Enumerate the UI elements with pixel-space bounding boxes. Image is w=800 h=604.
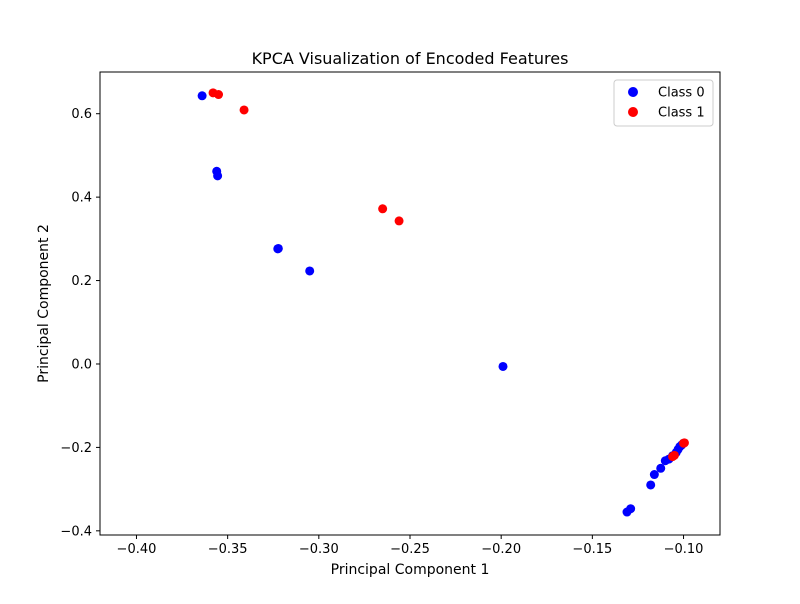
data-point-class-1 <box>378 204 388 214</box>
data-point-class-1 <box>669 450 679 460</box>
x-axis-ticks: −0.40 −0.35 −0.30 −0.25 −0.20 −0.15 −0.10 <box>117 535 704 557</box>
x-tick-label: −0.25 <box>390 542 430 557</box>
data-point-class-1 <box>394 216 404 226</box>
y-axis-label: Principal Component 2 <box>36 224 52 383</box>
points-layer <box>197 88 689 517</box>
y-tick-label: 0.2 <box>71 274 92 289</box>
chart-title: KPCA Visualization of Encoded Features <box>252 49 569 68</box>
data-point-class-0 <box>656 463 666 473</box>
legend: Class 0 Class 1 <box>613 79 714 127</box>
x-tick-label: −0.20 <box>481 542 521 557</box>
x-tick-label: −0.35 <box>208 542 248 557</box>
y-tick-label: −0.2 <box>60 441 92 456</box>
data-point-class-1 <box>239 105 249 115</box>
data-point-class-0 <box>213 171 223 181</box>
legend-label-class-0: Class 0 <box>658 86 705 101</box>
data-point-class-0 <box>649 470 659 480</box>
x-axis-label: Principal Component 1 <box>331 562 490 578</box>
data-point-class-0 <box>646 480 656 490</box>
x-tick-label: −0.10 <box>664 542 704 557</box>
data-point-class-1 <box>679 438 689 448</box>
data-point-class-0 <box>498 361 508 371</box>
y-axis-ticks: −0.4 −0.2 0.0 0.2 0.4 0.6 <box>60 107 100 539</box>
legend-marker-class-1 <box>628 107 638 117</box>
data-point-class-1 <box>214 90 224 100</box>
y-tick-label: 0.6 <box>71 107 92 122</box>
x-tick-label: −0.30 <box>299 542 339 557</box>
y-tick-label: 0.0 <box>71 357 92 372</box>
data-point-class-0 <box>197 91 207 101</box>
x-tick-label: −0.15 <box>572 542 612 557</box>
legend-label-class-1: Class 1 <box>658 106 705 121</box>
data-point-class-0 <box>273 243 283 253</box>
y-tick-label: 0.4 <box>71 191 92 206</box>
x-tick-label: −0.40 <box>117 542 157 557</box>
data-point-class-0 <box>626 504 636 514</box>
legend-box <box>613 79 714 127</box>
legend-marker-class-0 <box>628 87 638 97</box>
y-tick-label: −0.4 <box>60 524 92 539</box>
data-point-class-0 <box>305 266 315 276</box>
